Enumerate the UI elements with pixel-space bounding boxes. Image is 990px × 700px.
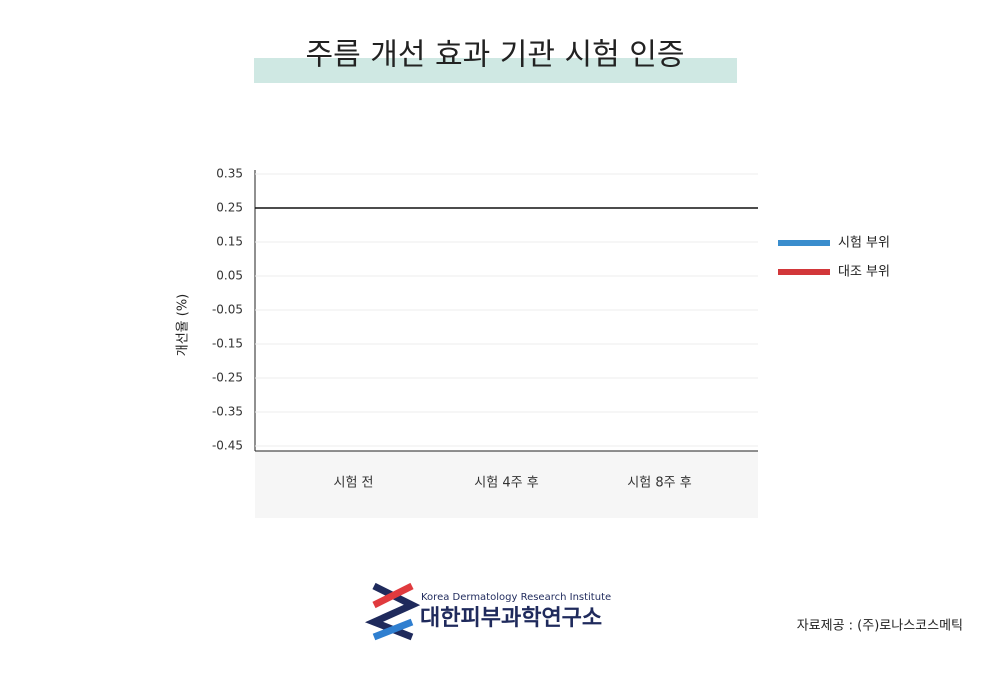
y-tick-label: -0.05: [212, 303, 243, 317]
legend-label: 시험 부위: [838, 236, 890, 251]
y-tick-label: -0.35: [212, 405, 243, 419]
title-highlight: [254, 58, 737, 83]
y-tick-label: 0.25: [216, 201, 243, 215]
y-axis-label: 개선율 (%): [176, 294, 191, 357]
x-tick-label: 시험 4주 후: [474, 476, 538, 491]
logo-mark: [372, 618, 414, 641]
x-tick-label: 시험 8주 후: [627, 476, 691, 491]
logo-title: 대한피부과학연구소: [420, 606, 602, 631]
chart-title: 주름 개선 효과 기관 시험 인증: [306, 38, 685, 73]
legend-label: 대조 부위: [838, 265, 890, 280]
y-tick-label: 0.05: [216, 269, 243, 283]
logo-subtitle: Korea Dermatology Research Institute: [421, 592, 611, 603]
logo-mark: [372, 582, 414, 609]
y-tick-label: 0.15: [216, 235, 243, 249]
y-tick-label: 0.35: [216, 167, 243, 181]
category-band: [255, 451, 758, 518]
y-tick-label: -0.25: [212, 371, 243, 385]
x-tick-label: 시험 전: [333, 476, 373, 491]
source: 자료제공 : (주)로나스코스메틱: [797, 619, 963, 634]
y-tick-label: -0.45: [212, 439, 243, 453]
y-tick-label: -0.15: [212, 337, 243, 351]
logo: Korea Dermatology Research Institute 대한피…: [364, 582, 611, 641]
